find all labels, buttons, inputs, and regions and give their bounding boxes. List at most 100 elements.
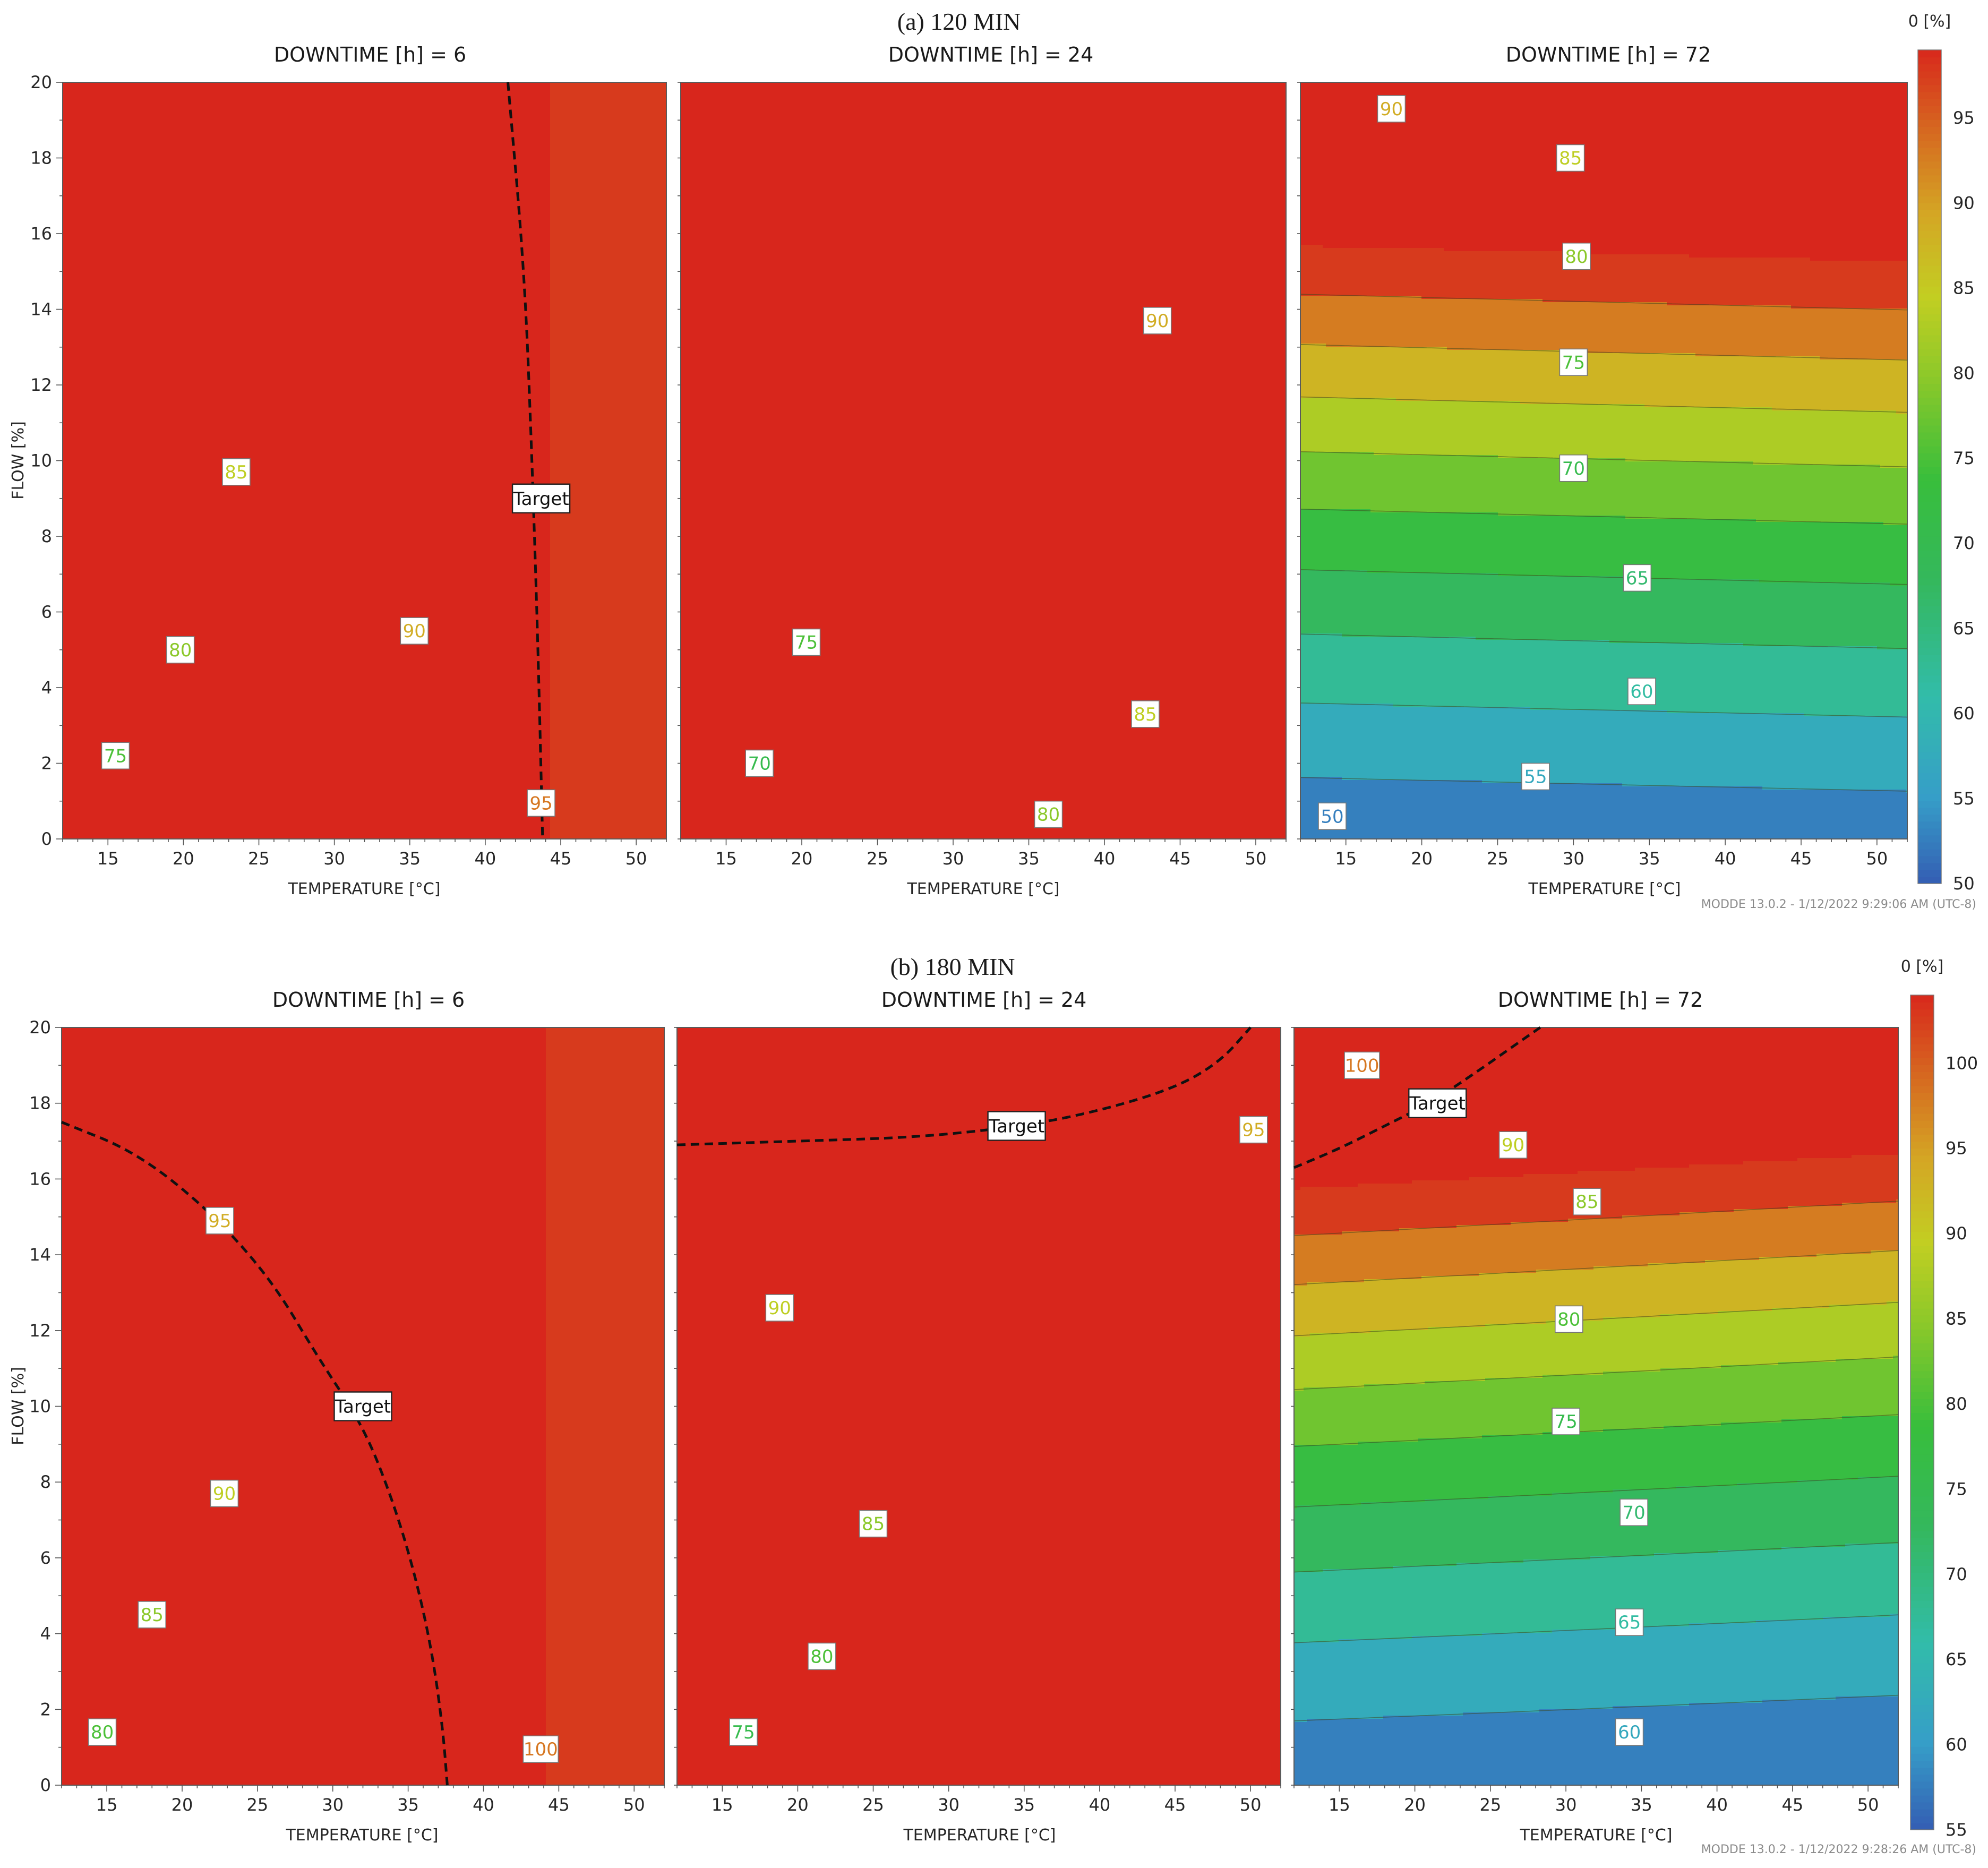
y-axis-label: FLOW [%] — [9, 1367, 28, 1445]
y-tick-label: 12 — [30, 375, 52, 395]
x-axis-ticks: 15 20 25 30 35 40 45 50 — [62, 839, 667, 869]
panel-a-downtime-72: DOWNTIME [h] = 72 15 20 25 30 35 40 45 50 50 55 60… — [1297, 43, 1908, 898]
contour-value-label: 75 — [792, 628, 821, 656]
x-tick-label: 40 — [1089, 1795, 1111, 1815]
x-tick-label: 20 — [787, 1795, 809, 1815]
contour-value-label: 70 — [745, 749, 774, 777]
x-tick-label: 15 — [1329, 1795, 1350, 1815]
contour-value-label: 80 — [88, 1718, 117, 1746]
y-tick-label: 20 — [30, 72, 52, 92]
contour-value-label: 90 — [1377, 95, 1406, 123]
section-title-b: (b) 180 MIN — [890, 953, 1015, 980]
x-tick-label: 30 — [938, 1795, 959, 1815]
contour-label-text: 85 — [862, 1514, 885, 1535]
colorbar-tick-label: 70 — [1953, 533, 1975, 553]
colorbar-tick-label: 65 — [1946, 1649, 1967, 1669]
contour-plot-area: 15 20 25 30 35 40 45 50 50 55 60 65 70 75 80 85 90 — [1297, 82, 1908, 869]
contour-label-text: 65 — [1618, 1612, 1641, 1633]
contour-line-75 — [1300, 509, 1908, 525]
contour-labels: 75 80 85 90 95 — [101, 458, 555, 817]
x-tick-label: 50 — [625, 849, 647, 869]
contour-plot-area: 15 20 25 30 35 40 45 5002468101214161820Target7… — [30, 72, 667, 869]
colorbar-tick-label: 60 — [1946, 1735, 1967, 1755]
contour-label-box — [1559, 348, 1588, 376]
contour-label-text: 70 — [748, 753, 771, 775]
x-axis-ticks: 15 20 25 30 35 40 45 50 — [61, 1785, 665, 1815]
contour-label-text: 95 — [208, 1211, 231, 1232]
y-axis-ticks — [1291, 1027, 1294, 1786]
contour-label-box — [1556, 144, 1585, 172]
x-tick-label: 20 — [1411, 849, 1433, 869]
colorbar-tick-label: 55 — [1946, 1820, 1967, 1840]
contour-value-label: 75 — [1559, 348, 1588, 376]
colorbar-scale: 50 55 60 65 70 75 80 85 90 95 — [1917, 49, 1975, 894]
x-tick-label: 35 — [397, 1795, 419, 1815]
x-tick-label: 25 — [862, 1795, 884, 1815]
contour-label-text: 100 — [1345, 1055, 1379, 1076]
contour-fill — [1300, 82, 1908, 839]
x-tick-label: 45 — [550, 849, 572, 869]
x-tick-label: 40 — [1706, 1795, 1728, 1815]
x-tick-label: 50 — [1240, 1795, 1262, 1815]
colorbar-tick-label: 75 — [1953, 448, 1975, 468]
contour-labels: 60 65 70 75 80 85 90 100 — [1344, 1051, 1648, 1746]
contour-labels: 50 55 60 65 70 75 80 85 90 — [1318, 95, 1656, 830]
x-tick-label: 50 — [1245, 849, 1267, 869]
x-tick-label: 30 — [1555, 1795, 1577, 1815]
contour-label-text: 85 — [1575, 1192, 1598, 1213]
contour-label-text: 65 — [1626, 568, 1649, 589]
colorbar-tick-label: 80 — [1953, 363, 1975, 383]
contour-fill — [677, 1027, 1281, 1786]
panel-b-downtime-72: DOWNTIME [h] = 72 15 20 25 30 35 40 45 50 Target… — [1291, 988, 1899, 1845]
x-tick-label: 45 — [1169, 849, 1191, 869]
y-tick-label: 10 — [30, 451, 52, 471]
colorbar-tick-label: 85 — [1946, 1309, 1967, 1329]
contour-label-box — [222, 458, 251, 486]
contour-line-65 — [1300, 633, 1908, 649]
contour-value-label: 90 — [765, 1294, 794, 1322]
y-tick-label: 18 — [30, 148, 52, 168]
y-tick-label: 10 — [29, 1396, 51, 1417]
x-tick-label: 15 — [1335, 849, 1357, 869]
contour-label-text: 60 — [1618, 1722, 1641, 1743]
target-label-box — [987, 1111, 1046, 1141]
contour-label-box — [1131, 700, 1160, 728]
contour-value-label: 85 — [1131, 700, 1160, 728]
colorbar-tick-label: 95 — [1953, 108, 1975, 128]
contour-label-box — [1498, 1131, 1528, 1159]
contour-label-box — [1521, 762, 1550, 791]
contour-label-box — [1143, 307, 1172, 335]
contour-labels: 70 75 80 85 90 — [745, 307, 1172, 828]
footer-stamp: MODDE 13.0.2 - 1/12/2022 9:28:26 AM (UTC… — [1701, 1843, 1976, 1856]
contour-label-text: 70 — [1622, 1502, 1645, 1523]
x-axis-label: TEMPERATURE [°C] — [287, 880, 440, 898]
x-tick-label: 15 — [96, 1795, 118, 1815]
contour-label-box — [1615, 1608, 1644, 1636]
y-axis-ticks — [674, 1027, 677, 1786]
colorbar-tick-label: 90 — [1946, 1223, 1967, 1244]
contour-label-text: 75 — [732, 1722, 755, 1743]
contour-line-95 — [1300, 294, 1908, 311]
x-tick-label: 40 — [1094, 849, 1116, 869]
y-axis-ticks — [678, 82, 681, 839]
x-tick-label: 35 — [1018, 849, 1040, 869]
y-tick-label: 12 — [29, 1321, 51, 1341]
contour-label-text: 80 — [91, 1722, 114, 1743]
y-tick-label: 14 — [29, 1245, 51, 1265]
target-label-box — [333, 1391, 392, 1421]
contour-label-text: 90 — [403, 621, 426, 642]
contour-value-label: 85 — [222, 458, 251, 486]
colorbar-label: 0 [%] — [1901, 957, 1944, 976]
panel-title: DOWNTIME [h] = 6 — [274, 43, 466, 66]
contour-label-box — [1627, 678, 1656, 705]
colorbar-tick-label: 95 — [1946, 1138, 1967, 1159]
contour-label-text: 80 — [1565, 246, 1588, 268]
target-contour: Target — [507, 82, 571, 839]
x-tick-label: 45 — [548, 1795, 570, 1815]
contour-label-box — [138, 1601, 167, 1629]
contour-line-60 — [1293, 1694, 1899, 1721]
contour-line-95 — [1293, 1250, 1899, 1285]
colorbar-tick-label: 60 — [1953, 704, 1975, 724]
y-tick-label: 20 — [29, 1017, 51, 1038]
